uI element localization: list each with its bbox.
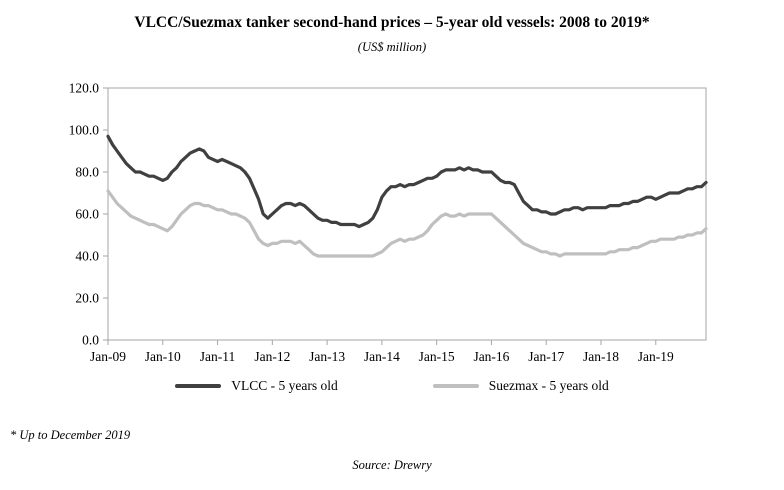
- legend-item-suezmax: Suezmax - 5 years old: [432, 378, 609, 394]
- svg-text:Jan-11: Jan-11: [200, 349, 236, 364]
- svg-text:Jan-14: Jan-14: [364, 349, 400, 364]
- legend-item-vlcc: VLCC - 5 years old: [175, 378, 338, 394]
- svg-text:40.0: 40.0: [75, 249, 99, 264]
- svg-text:60.0: 60.0: [75, 207, 99, 222]
- svg-text:Jan-10: Jan-10: [145, 349, 181, 364]
- legend-label-vlcc: VLCC - 5 years old: [231, 378, 338, 393]
- svg-text:Jan-18: Jan-18: [583, 349, 619, 364]
- svg-text:Jan-17: Jan-17: [528, 349, 564, 364]
- svg-text:20.0: 20.0: [75, 291, 99, 306]
- svg-text:Jan-09: Jan-09: [90, 349, 126, 364]
- source-credit: Source: Drewry: [352, 458, 432, 472]
- svg-text:Jan-15: Jan-15: [419, 349, 455, 364]
- svg-text:Jan-13: Jan-13: [309, 349, 345, 364]
- chart-title: VLCC/Suezmax tanker second-hand prices –…: [134, 14, 650, 31]
- svg-text:100.0: 100.0: [69, 123, 100, 138]
- suezmax-line-swatch-icon: [432, 384, 479, 388]
- svg-text:80.0: 80.0: [75, 165, 99, 180]
- svg-text:120.0: 120.0: [69, 81, 100, 96]
- svg-text:Jan-19: Jan-19: [638, 349, 674, 364]
- footnote: * Up to December 2019: [10, 428, 131, 442]
- svg-text:Jan-12: Jan-12: [254, 349, 290, 364]
- legend-label-suezmax: Suezmax - 5 years old: [488, 378, 609, 393]
- svg-text:0.0: 0.0: [82, 333, 99, 348]
- svg-text:Jan-16: Jan-16: [473, 349, 509, 364]
- chart-legend: VLCC - 5 years old Suezmax - 5 years old: [0, 378, 784, 394]
- price-line-chart: 0.0 20.0 40.0 60.0 80.0 100.0 120.0 Jan-09 Jan-1…: [69, 81, 708, 364]
- vlcc-line-swatch-icon: [175, 384, 222, 388]
- chart-subtitle: (US$ million): [357, 40, 427, 54]
